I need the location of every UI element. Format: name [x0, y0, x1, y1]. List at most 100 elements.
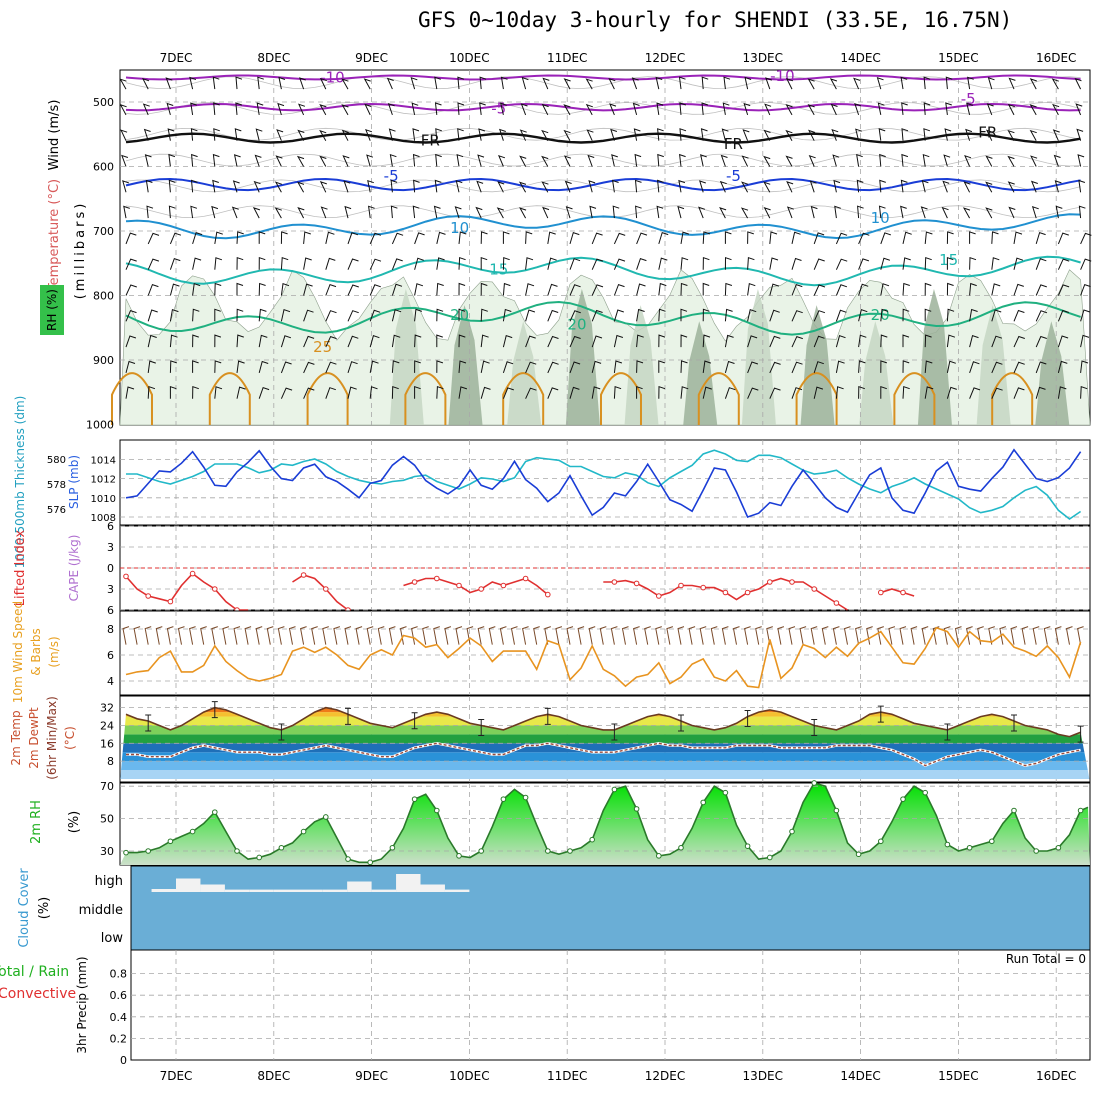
wind-barb [585, 78, 593, 90]
lifted-index-point [145, 593, 151, 599]
wind-barb [480, 257, 488, 270]
wind-barb [900, 205, 907, 219]
wind-barb [147, 334, 157, 348]
wind-barb [569, 310, 581, 322]
wind-barb [325, 257, 336, 270]
wind-barb [813, 335, 825, 348]
wind-barb [964, 154, 972, 167]
minmax-errorbar [744, 710, 751, 728]
rh-shade-cell [389, 289, 424, 425]
lifted-index-point [123, 573, 129, 580]
wind-barb [921, 180, 929, 193]
wind-barb [274, 181, 283, 193]
wind-barb [414, 257, 424, 270]
wind10m-barb [133, 626, 141, 645]
wind-barb [900, 76, 908, 90]
wind-barb [476, 180, 484, 193]
wind-barb [612, 205, 620, 219]
ylabel-thickness: 1000-500mb Thickness (dm) [13, 396, 27, 569]
wind-barb [680, 282, 688, 296]
wind-barb [657, 179, 664, 193]
wind-barb [232, 180, 240, 193]
wind10m-barb [311, 626, 318, 645]
isotherm-line [125, 132, 1081, 144]
isotherm-label: 20 [450, 306, 469, 324]
wind-barb [347, 232, 359, 245]
wind10m-barb [555, 626, 563, 645]
wind-barb [923, 102, 931, 115]
wind-barb [525, 283, 535, 296]
wind-barb [880, 360, 888, 373]
rh2m-point [1055, 844, 1062, 851]
isotherm-label: -5 [961, 90, 976, 108]
lifted-index-point [700, 584, 707, 591]
high-cloud-bar [176, 878, 201, 892]
rh2m-point [434, 807, 440, 814]
wind-barb [502, 387, 514, 399]
wind-barb [236, 360, 245, 373]
wind-barb [231, 206, 239, 219]
wind10m-barb [499, 626, 507, 645]
precip-tick-label: 0.8 [110, 968, 128, 981]
wind10m-barb [288, 626, 296, 645]
lifted-index-point [633, 580, 640, 587]
wind-barb [364, 103, 372, 116]
temp-band [120, 743, 1090, 753]
wind-barb [701, 76, 709, 90]
wind10m-barb [899, 626, 907, 645]
rh2m-point [323, 814, 329, 820]
wind-barb [741, 155, 749, 167]
wind10m-barb [444, 626, 452, 645]
isotherm-label: -5 [384, 167, 399, 185]
wind10m-barb [522, 626, 529, 645]
wind-barb [412, 128, 420, 141]
wind-barb [1054, 180, 1062, 193]
wind-barb [123, 205, 130, 219]
wind-barb [386, 77, 394, 90]
wind-barb [436, 386, 444, 399]
wind-barb [763, 155, 771, 167]
wind-barb [678, 179, 686, 193]
wind-barb [325, 335, 337, 348]
wind-barb [319, 104, 327, 116]
wind-barb [303, 309, 314, 322]
wind-barb [991, 257, 1000, 270]
high-cloud-bar [420, 884, 445, 892]
wind-barb [636, 257, 647, 270]
rh2m-point [545, 848, 551, 854]
wind-barb [702, 360, 712, 373]
wind-barb [636, 232, 648, 245]
wind-barb [699, 180, 706, 193]
wind-barb [969, 387, 981, 399]
wind-barb [902, 386, 910, 399]
rh2m-point [123, 849, 129, 856]
wind-barb [967, 76, 974, 90]
wind-barb [410, 77, 418, 90]
isotherm-25-loop [208, 372, 251, 425]
rh2m-point [1011, 807, 1017, 814]
rh-tick-label: 50 [100, 813, 114, 826]
wind-barb [613, 232, 626, 245]
wind-barb [1080, 309, 1091, 322]
ylabel-temperature-2m: (°C) [63, 726, 77, 750]
wind-barb [480, 386, 491, 399]
wind-barb [569, 386, 580, 399]
wind-barb [902, 282, 910, 296]
wind-barb [391, 360, 400, 373]
wind-barb [480, 308, 488, 322]
wind10m-barb [233, 626, 241, 645]
wind-barb [854, 103, 862, 116]
rh-contour [125, 205, 1081, 219]
wind-barb [722, 102, 730, 115]
wind-barb [680, 360, 688, 373]
wind-barb [613, 360, 623, 373]
wind-barb [1035, 335, 1047, 348]
wind10m-line [125, 626, 1082, 689]
wind-barb [233, 154, 241, 167]
wind-barb [923, 128, 931, 141]
wind-barb [658, 360, 665, 373]
wind10m-barb [455, 626, 463, 645]
wind-barb [987, 77, 995, 90]
wind-barb [1030, 155, 1038, 167]
wind-barb [786, 181, 794, 193]
